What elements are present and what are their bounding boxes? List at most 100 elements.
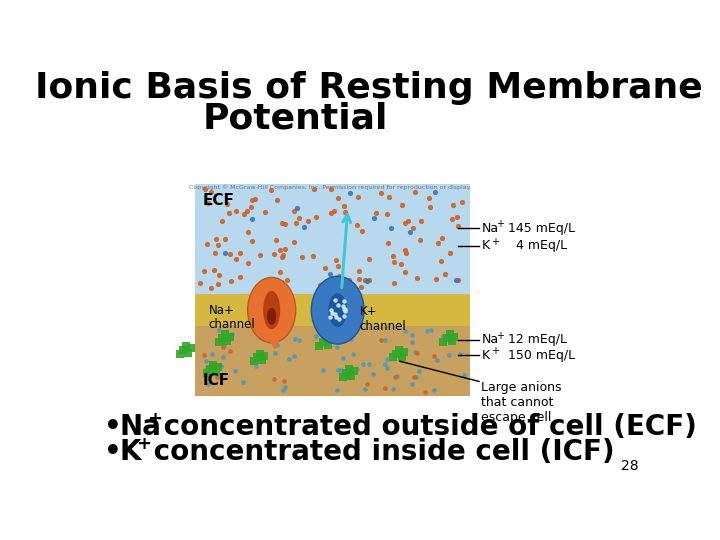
Point <box>206 349 217 358</box>
Point <box>222 337 233 346</box>
Bar <box>194 326 469 396</box>
Point <box>177 346 189 354</box>
Point <box>363 254 374 263</box>
Point <box>230 254 242 263</box>
Point <box>391 372 402 381</box>
Point <box>204 188 216 197</box>
Point <box>208 266 220 275</box>
Point <box>238 378 249 387</box>
Point <box>396 352 408 361</box>
Point <box>325 336 336 345</box>
Point <box>224 332 235 341</box>
Point <box>279 219 291 228</box>
Point <box>430 274 441 283</box>
Point <box>414 236 426 245</box>
Point <box>283 355 294 363</box>
Point <box>330 255 342 264</box>
Point <box>359 384 371 393</box>
Point <box>310 212 322 221</box>
Point <box>356 226 368 235</box>
Point <box>277 386 289 395</box>
Point <box>444 330 455 339</box>
Point <box>344 188 356 197</box>
Bar <box>194 184 469 294</box>
Text: +: + <box>496 219 504 230</box>
Point <box>451 275 462 284</box>
Point <box>213 271 225 279</box>
Point <box>241 207 253 215</box>
Text: Large anions
that cannot
escape cell: Large anions that cannot escape cell <box>482 381 562 424</box>
Point <box>259 208 271 217</box>
Point <box>329 207 341 215</box>
Point <box>399 327 410 335</box>
Point <box>333 315 345 323</box>
Text: 28: 28 <box>621 459 639 473</box>
Point <box>265 185 276 194</box>
Point <box>230 206 241 215</box>
Point <box>330 328 341 336</box>
Point <box>444 351 455 360</box>
Point <box>424 203 436 212</box>
Text: Na: Na <box>120 413 161 441</box>
Point <box>180 341 192 350</box>
Point <box>357 360 369 368</box>
Point <box>278 376 289 385</box>
Point <box>212 240 224 249</box>
Point <box>274 267 286 276</box>
Point <box>381 364 392 373</box>
Point <box>413 367 425 375</box>
Point <box>225 276 237 285</box>
Point <box>276 253 287 261</box>
Point <box>198 351 210 360</box>
Point <box>210 248 221 257</box>
Point <box>220 249 231 258</box>
Ellipse shape <box>311 276 364 344</box>
Point <box>353 193 364 201</box>
Point <box>339 305 351 313</box>
Point <box>387 251 399 260</box>
Point <box>317 338 328 346</box>
Point <box>429 187 441 196</box>
Point <box>310 331 322 340</box>
Point <box>258 352 270 360</box>
Point <box>364 360 375 368</box>
Text: +: + <box>137 435 151 453</box>
Text: +: + <box>490 237 499 247</box>
Point <box>398 348 410 356</box>
Point <box>354 275 365 284</box>
Point <box>379 360 391 369</box>
Point <box>246 215 258 224</box>
Point <box>235 273 246 281</box>
Point <box>436 234 447 242</box>
Point <box>338 312 350 320</box>
Point <box>185 344 197 353</box>
Text: 145 mEq/L: 145 mEq/L <box>500 222 575 235</box>
Point <box>335 366 346 374</box>
Point <box>340 368 351 377</box>
Point <box>268 374 279 383</box>
Point <box>265 278 276 287</box>
Point <box>438 338 449 346</box>
Point <box>439 269 451 278</box>
Point <box>248 357 259 366</box>
Text: •: • <box>104 413 122 441</box>
Text: concentrated outside of cell (ECF): concentrated outside of cell (ECF) <box>154 413 697 441</box>
Point <box>256 356 268 365</box>
Point <box>343 364 355 373</box>
Point <box>242 227 253 236</box>
Point <box>342 369 354 378</box>
Point <box>202 368 213 377</box>
Point <box>212 280 224 288</box>
Text: ICF: ICF <box>202 373 230 388</box>
Text: ECF: ECF <box>202 193 234 208</box>
Text: 12 mEq/L: 12 mEq/L <box>500 333 567 346</box>
Point <box>271 196 282 205</box>
Point <box>458 370 469 379</box>
Point <box>351 364 362 373</box>
Point <box>213 326 225 335</box>
Point <box>325 185 336 193</box>
Point <box>452 221 464 230</box>
Point <box>411 274 423 282</box>
Point <box>289 238 300 247</box>
Point <box>302 217 314 226</box>
